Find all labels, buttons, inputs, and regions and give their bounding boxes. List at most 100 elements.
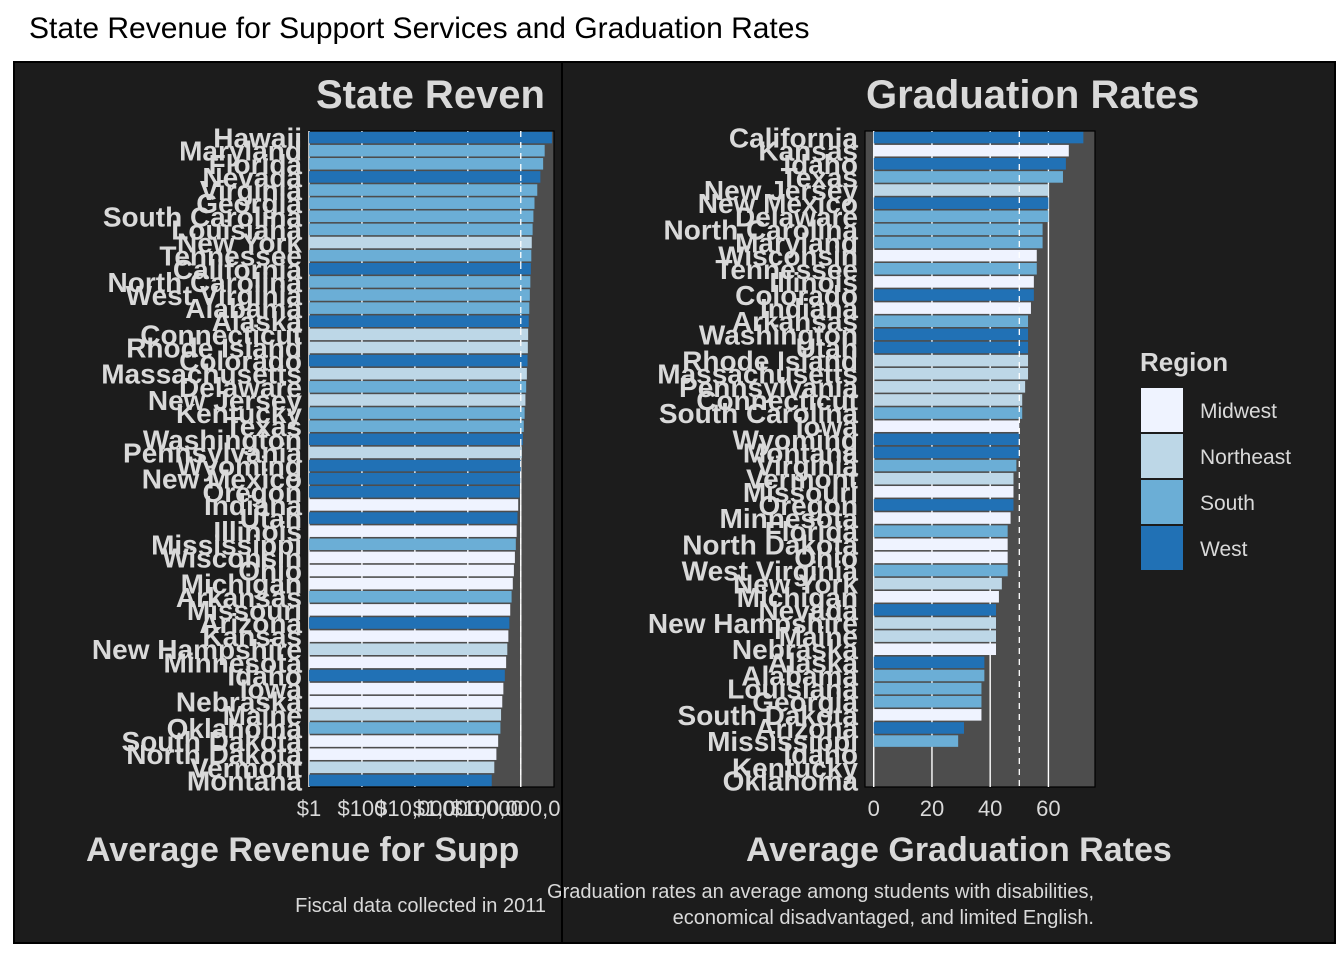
legend-label: Midwest [1200,400,1277,423]
state-label: Iowa [240,674,303,705]
state-label: Illinois [769,267,858,298]
state-label: Mississippi [151,529,302,560]
state-label: Arkansas [176,582,302,613]
state-label: Oregon [758,490,858,521]
figure-border [13,61,1336,944]
state-label: Montana [187,765,303,796]
bar [873,472,1014,485]
bar [873,276,1034,288]
bar [309,577,513,590]
bar [873,446,1020,459]
state-label: Arizona [755,713,858,744]
state-label: Maine [223,700,302,731]
state-label: Rhode Island [126,332,302,363]
bar [309,341,528,354]
state-label: Ohio [238,556,302,587]
state-label: Colorado [735,280,858,311]
state-label: Delaware [735,201,858,232]
state-label: Michigan [737,582,858,613]
state-label: South Dakota [122,726,303,757]
state-label: Connecticut [696,385,858,416]
bar [873,223,1043,236]
state-label: Minnesota [164,647,303,678]
bar [873,184,1049,196]
bar [873,144,1069,157]
tick-label: 60 [1036,796,1060,821]
bar [873,630,997,642]
state-label: Florida [209,149,303,180]
bar [873,171,1063,183]
bar [873,341,1029,354]
bar [873,604,997,616]
state-label: Massachusetts [657,359,858,390]
state-label: Washington [143,424,302,455]
state-label: Alaska [212,306,303,337]
bar [873,499,1014,511]
bar [309,774,492,787]
bar [309,459,521,472]
state-label: New Jersey [148,385,303,416]
bar [873,158,1066,170]
bar [309,735,499,747]
bar [873,420,1020,432]
state-label: Alabama [741,660,858,691]
state-label: North Dakota [126,739,302,770]
bar [309,249,532,262]
state-label: Virginia [200,175,303,206]
state-label: Nevada [758,595,858,626]
bar [309,564,514,577]
state-label: New Hampshire [92,634,302,665]
bar [309,433,523,446]
state-label: South Carolina [103,201,303,232]
bar [873,433,1020,446]
tick-label: 40 [978,796,1002,821]
bar [309,223,533,236]
state-label: North Dakota [682,529,858,560]
bar [309,643,508,656]
state-label: New York [177,228,302,259]
state-label: Oklahoma [723,765,859,796]
state-label: Alaska [768,647,859,678]
legend: Region Midwest Northeast South West [1140,347,1291,570]
state-label: Nebraska [732,634,859,665]
state-label: Virginia [756,451,859,482]
state-label: Wisconsin [718,241,858,272]
bar [873,131,1084,144]
bar [873,722,964,734]
bar [873,236,1043,249]
legend-key [1141,480,1183,524]
state-label: Maine [779,621,858,652]
state-label: California [173,254,303,285]
page-title: State Revenue for Support Services and G… [29,12,810,45]
bar [309,538,516,551]
state-label: Vermont [746,464,858,495]
bar [309,512,518,524]
state-label: New York [733,569,858,600]
state-label: Indiana [204,490,302,521]
bar [309,184,538,196]
bar [873,315,1029,328]
state-label: Maryland [179,136,302,167]
state-label: West Virginia [126,280,303,311]
state-label: Mississippi [707,726,858,757]
tick-label: $100,000,000, [450,796,591,821]
state-label: Nebraska [176,687,303,718]
bar [309,289,530,301]
x-axis-label: Average Revenue for Supp [86,831,519,869]
state-label: Tennessee [715,254,858,285]
bar [309,158,544,170]
state-label: California [729,123,859,154]
bar [873,486,1014,498]
bar [309,630,509,642]
bar [873,669,985,682]
state-label: Rhode Island [682,346,858,377]
legend-key [1141,388,1183,432]
panel-title: State Reven [316,73,545,117]
bar [309,748,497,760]
bar [309,604,511,616]
bar [309,695,503,708]
bar [309,236,532,249]
tick-label: 20 [920,796,944,821]
bar [309,656,507,669]
